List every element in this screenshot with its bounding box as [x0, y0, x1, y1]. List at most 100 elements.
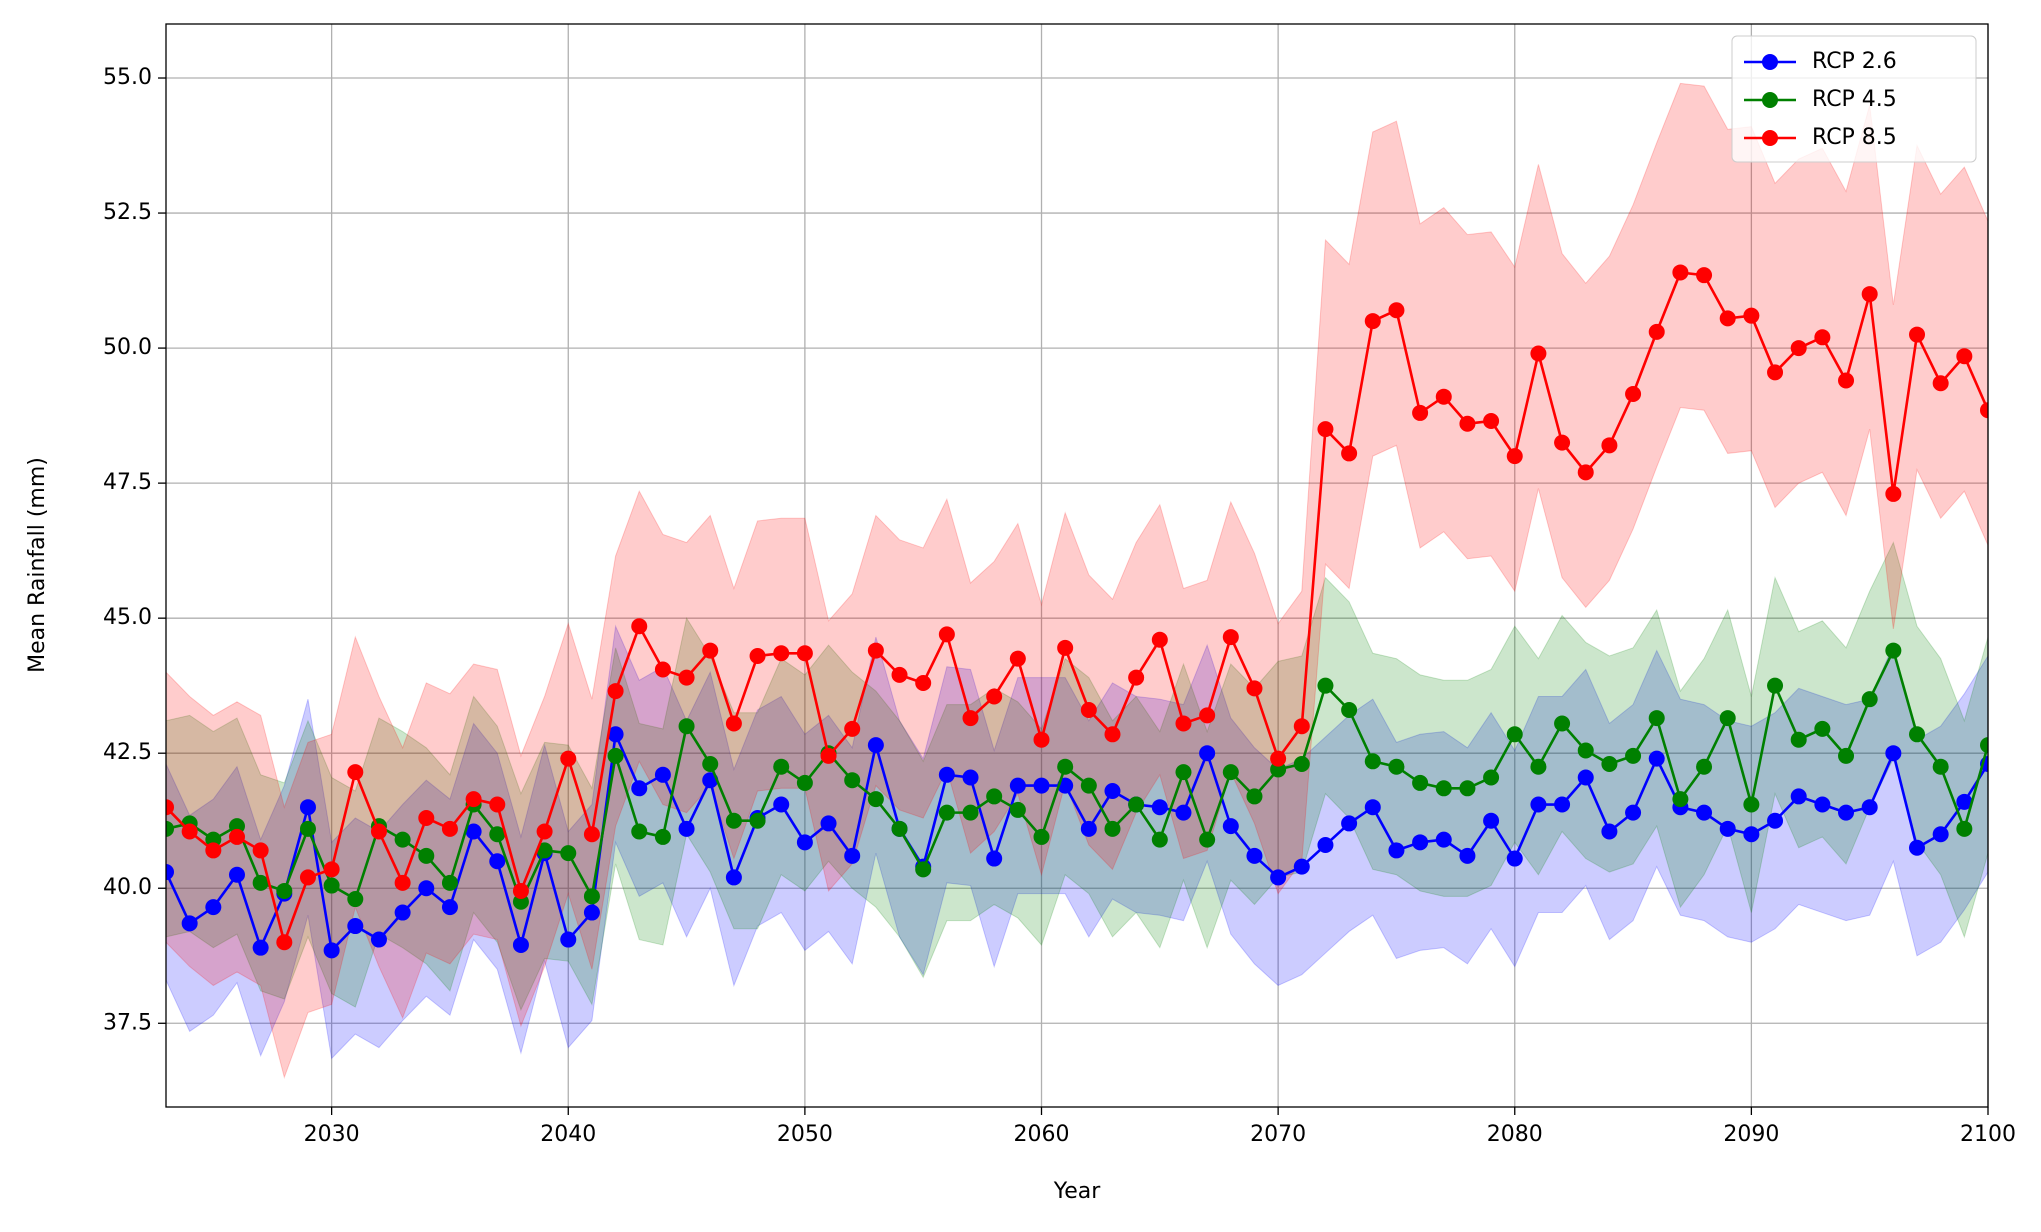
point [962, 710, 979, 727]
point [915, 861, 932, 878]
point [418, 847, 435, 864]
point [276, 882, 293, 899]
point [1696, 758, 1713, 775]
point [1885, 485, 1902, 502]
point [867, 737, 884, 754]
point [1080, 701, 1097, 718]
x-tick-label: 2100 [1960, 1122, 2016, 1147]
point [323, 877, 340, 894]
point [1648, 750, 1665, 767]
point [1459, 780, 1476, 797]
point [1009, 650, 1026, 667]
point [1412, 834, 1429, 851]
point [205, 842, 222, 859]
point [1790, 788, 1807, 805]
point [205, 899, 222, 916]
point [1293, 858, 1310, 875]
point [1246, 788, 1263, 805]
point [962, 804, 979, 821]
point [607, 726, 624, 743]
point [1175, 764, 1192, 781]
y-tick-label: 55.0 [103, 65, 152, 90]
plot-frame [165, 23, 1989, 1108]
point [1293, 718, 1310, 735]
point [820, 815, 837, 832]
point [1341, 701, 1358, 718]
point [986, 688, 1003, 705]
point [938, 626, 955, 643]
point [418, 810, 435, 827]
point [654, 828, 671, 845]
point [1435, 780, 1452, 797]
point [1080, 820, 1097, 837]
point [844, 847, 861, 864]
point [607, 747, 624, 764]
point [441, 820, 458, 837]
point [631, 618, 648, 635]
point [796, 645, 813, 662]
point [1317, 677, 1334, 694]
point [347, 764, 364, 781]
point [1767, 812, 1784, 829]
legend-marker [1762, 130, 1778, 146]
point [773, 758, 790, 775]
point [1932, 826, 1949, 843]
point [583, 888, 600, 905]
point [1767, 677, 1784, 694]
point [1625, 386, 1642, 403]
point [1412, 404, 1429, 421]
point [1388, 758, 1405, 775]
point [1719, 820, 1736, 837]
point [370, 823, 387, 840]
point [252, 842, 269, 859]
point [1696, 804, 1713, 821]
legend-label: RCP 8.5 [1812, 125, 1897, 150]
point [1483, 413, 1500, 430]
y-axis-label: Mean Rainfall (mm) [25, 457, 50, 673]
point [725, 812, 742, 829]
point [1483, 812, 1500, 829]
point [1530, 758, 1547, 775]
point [1151, 631, 1168, 648]
point [1625, 804, 1642, 821]
point [228, 866, 245, 883]
point [1057, 639, 1074, 656]
point [1601, 756, 1618, 773]
point [1743, 826, 1760, 843]
point [1554, 796, 1571, 813]
point [1388, 842, 1405, 859]
point [1151, 831, 1168, 848]
point [347, 918, 364, 935]
point [276, 934, 293, 951]
point [1885, 642, 1902, 659]
y-tick-label: 45.0 [103, 605, 152, 630]
point [1719, 310, 1736, 327]
point [181, 915, 198, 932]
point [725, 715, 742, 732]
point [631, 780, 648, 797]
point [1435, 388, 1452, 405]
point [1246, 680, 1263, 697]
point [1554, 715, 1571, 732]
point [1222, 818, 1239, 835]
point [1932, 375, 1949, 392]
x-tick-label: 2090 [1723, 1122, 1779, 1147]
point [1057, 758, 1074, 775]
point [1696, 267, 1713, 284]
point [1814, 329, 1831, 346]
uncertainty-band [166, 82, 1988, 1079]
point [489, 826, 506, 843]
legend-marker [1762, 54, 1778, 70]
point [323, 861, 340, 878]
point [938, 766, 955, 783]
point [938, 804, 955, 821]
point [1483, 769, 1500, 786]
point [1909, 726, 1926, 743]
legend-label: RCP 4.5 [1812, 87, 1897, 112]
point [489, 853, 506, 870]
point [1388, 302, 1405, 319]
point [512, 882, 529, 899]
point [1199, 707, 1216, 724]
